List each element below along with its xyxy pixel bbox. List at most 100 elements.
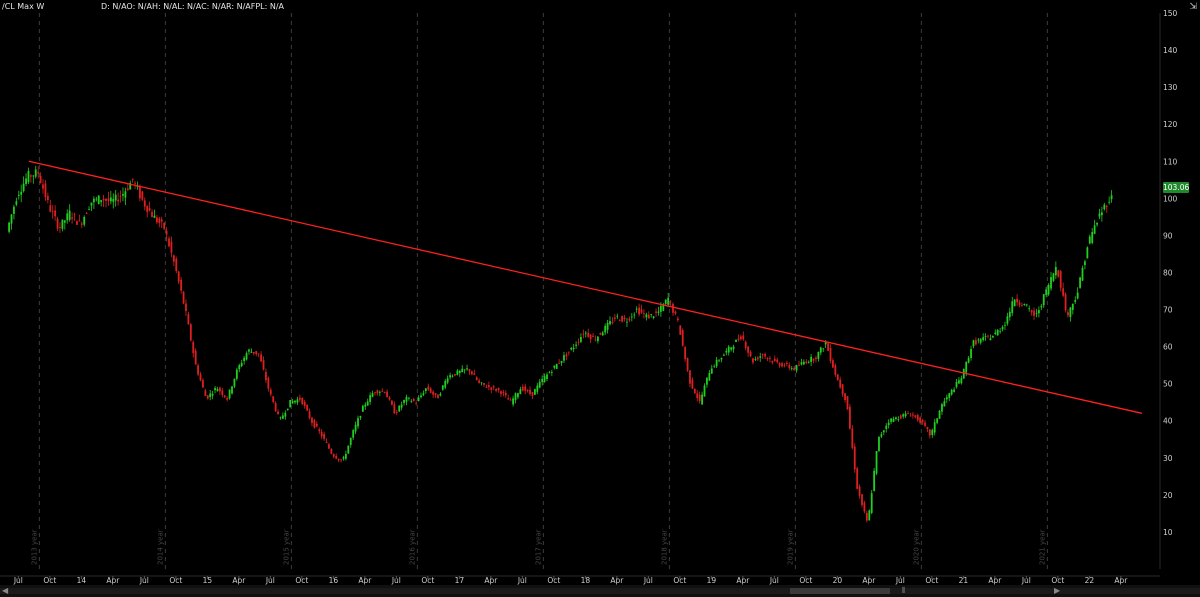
candle: [449, 372, 451, 380]
candle: [349, 437, 352, 448]
candle-body: [645, 314, 648, 318]
candle: [502, 389, 505, 397]
candle-body: [274, 403, 277, 412]
candle: [676, 316, 679, 323]
scroll-grip-icon[interactable]: ⫴: [902, 586, 906, 595]
candle: [785, 360, 788, 367]
candle: [238, 363, 241, 373]
candle-body: [83, 216, 86, 225]
candle-body: [674, 311, 677, 314]
candle: [291, 398, 294, 404]
candle: [298, 394, 301, 403]
symbol-label[interactable]: /CL Max W: [2, 2, 45, 11]
candle: [434, 393, 437, 398]
candle-body: [429, 388, 432, 393]
scrollbar-thumb[interactable]: [790, 588, 890, 594]
candle-body: [37, 172, 40, 174]
candle: [875, 450, 878, 476]
scroll-left-arrow-icon[interactable]: ◀: [2, 586, 9, 595]
candle-body: [265, 372, 267, 381]
candle-body: [182, 291, 185, 304]
candle: [880, 431, 883, 439]
candle: [1054, 261, 1057, 279]
candle-body: [996, 329, 999, 336]
candle: [991, 335, 994, 338]
candle: [555, 363, 558, 370]
candle-body: [972, 340, 975, 347]
candle-body: [204, 390, 207, 396]
candle-body: [78, 220, 81, 222]
candle: [914, 415, 917, 419]
candle-body: [606, 322, 609, 330]
candle: [328, 442, 330, 450]
candle: [805, 359, 808, 365]
candle: [633, 312, 636, 319]
candle: [1084, 259, 1086, 270]
candle: [129, 180, 132, 190]
candle-body: [553, 365, 556, 368]
candle: [701, 391, 703, 405]
scroll-right-arrow-icon[interactable]: ▶: [1054, 586, 1061, 595]
candle: [400, 401, 403, 411]
candle: [769, 355, 771, 363]
chart-settings-icon[interactable]: ⇲: [1189, 2, 1197, 12]
candle-body: [407, 397, 410, 399]
candle-body: [713, 366, 716, 368]
candle-body: [267, 377, 270, 389]
candle: [15, 197, 18, 207]
candle-body: [638, 307, 640, 315]
candle: [812, 358, 815, 364]
candle-body: [483, 382, 485, 385]
candle-body: [882, 430, 885, 433]
candle-body: [1093, 225, 1096, 234]
candle-body: [398, 405, 401, 412]
x-tick-label: Oct: [169, 576, 182, 585]
candle-body: [34, 169, 37, 177]
candle: [504, 390, 507, 399]
candle: [1079, 276, 1081, 289]
x-tick-label: Oct: [673, 576, 686, 585]
candle-body: [286, 408, 289, 411]
candle-body: [42, 184, 44, 189]
scrollbar-track[interactable]: [0, 588, 1200, 594]
candle-body: [756, 357, 759, 360]
candle: [572, 344, 575, 353]
candle-body: [657, 311, 660, 313]
candle: [80, 221, 83, 229]
candle: [815, 355, 817, 363]
candle-body: [659, 305, 662, 312]
candle-body: [769, 358, 771, 360]
candle: [1067, 309, 1069, 318]
candle: [1105, 204, 1108, 213]
candle-body: [342, 457, 345, 459]
candle-body: [967, 357, 970, 363]
candle-body: [395, 411, 398, 413]
candle: [32, 174, 35, 184]
candle: [172, 254, 175, 266]
candle-body: [732, 346, 735, 350]
x-tick-label: Jul: [517, 576, 527, 585]
candle-body: [17, 194, 20, 196]
candle: [509, 397, 512, 401]
candle: [272, 396, 275, 404]
candle: [715, 356, 718, 368]
candle: [143, 197, 146, 211]
candle: [575, 341, 577, 349]
candle-body: [933, 422, 936, 433]
candle: [281, 412, 284, 420]
candle: [100, 199, 103, 207]
candle: [984, 333, 987, 341]
candle-body: [533, 389, 536, 395]
candle-body: [344, 453, 347, 459]
candle-body: [623, 317, 626, 320]
candle-body: [730, 347, 733, 350]
candle: [240, 359, 243, 368]
candle-body: [861, 494, 863, 505]
horizontal-scrollbar[interactable]: ◀ ⫴ ▶: [0, 585, 1200, 597]
candle-body: [994, 332, 997, 334]
candle-body: [56, 218, 59, 229]
year-label: 2017 year: [534, 529, 542, 565]
y-tick-label: 30: [1163, 454, 1173, 463]
candle-body: [970, 349, 972, 358]
